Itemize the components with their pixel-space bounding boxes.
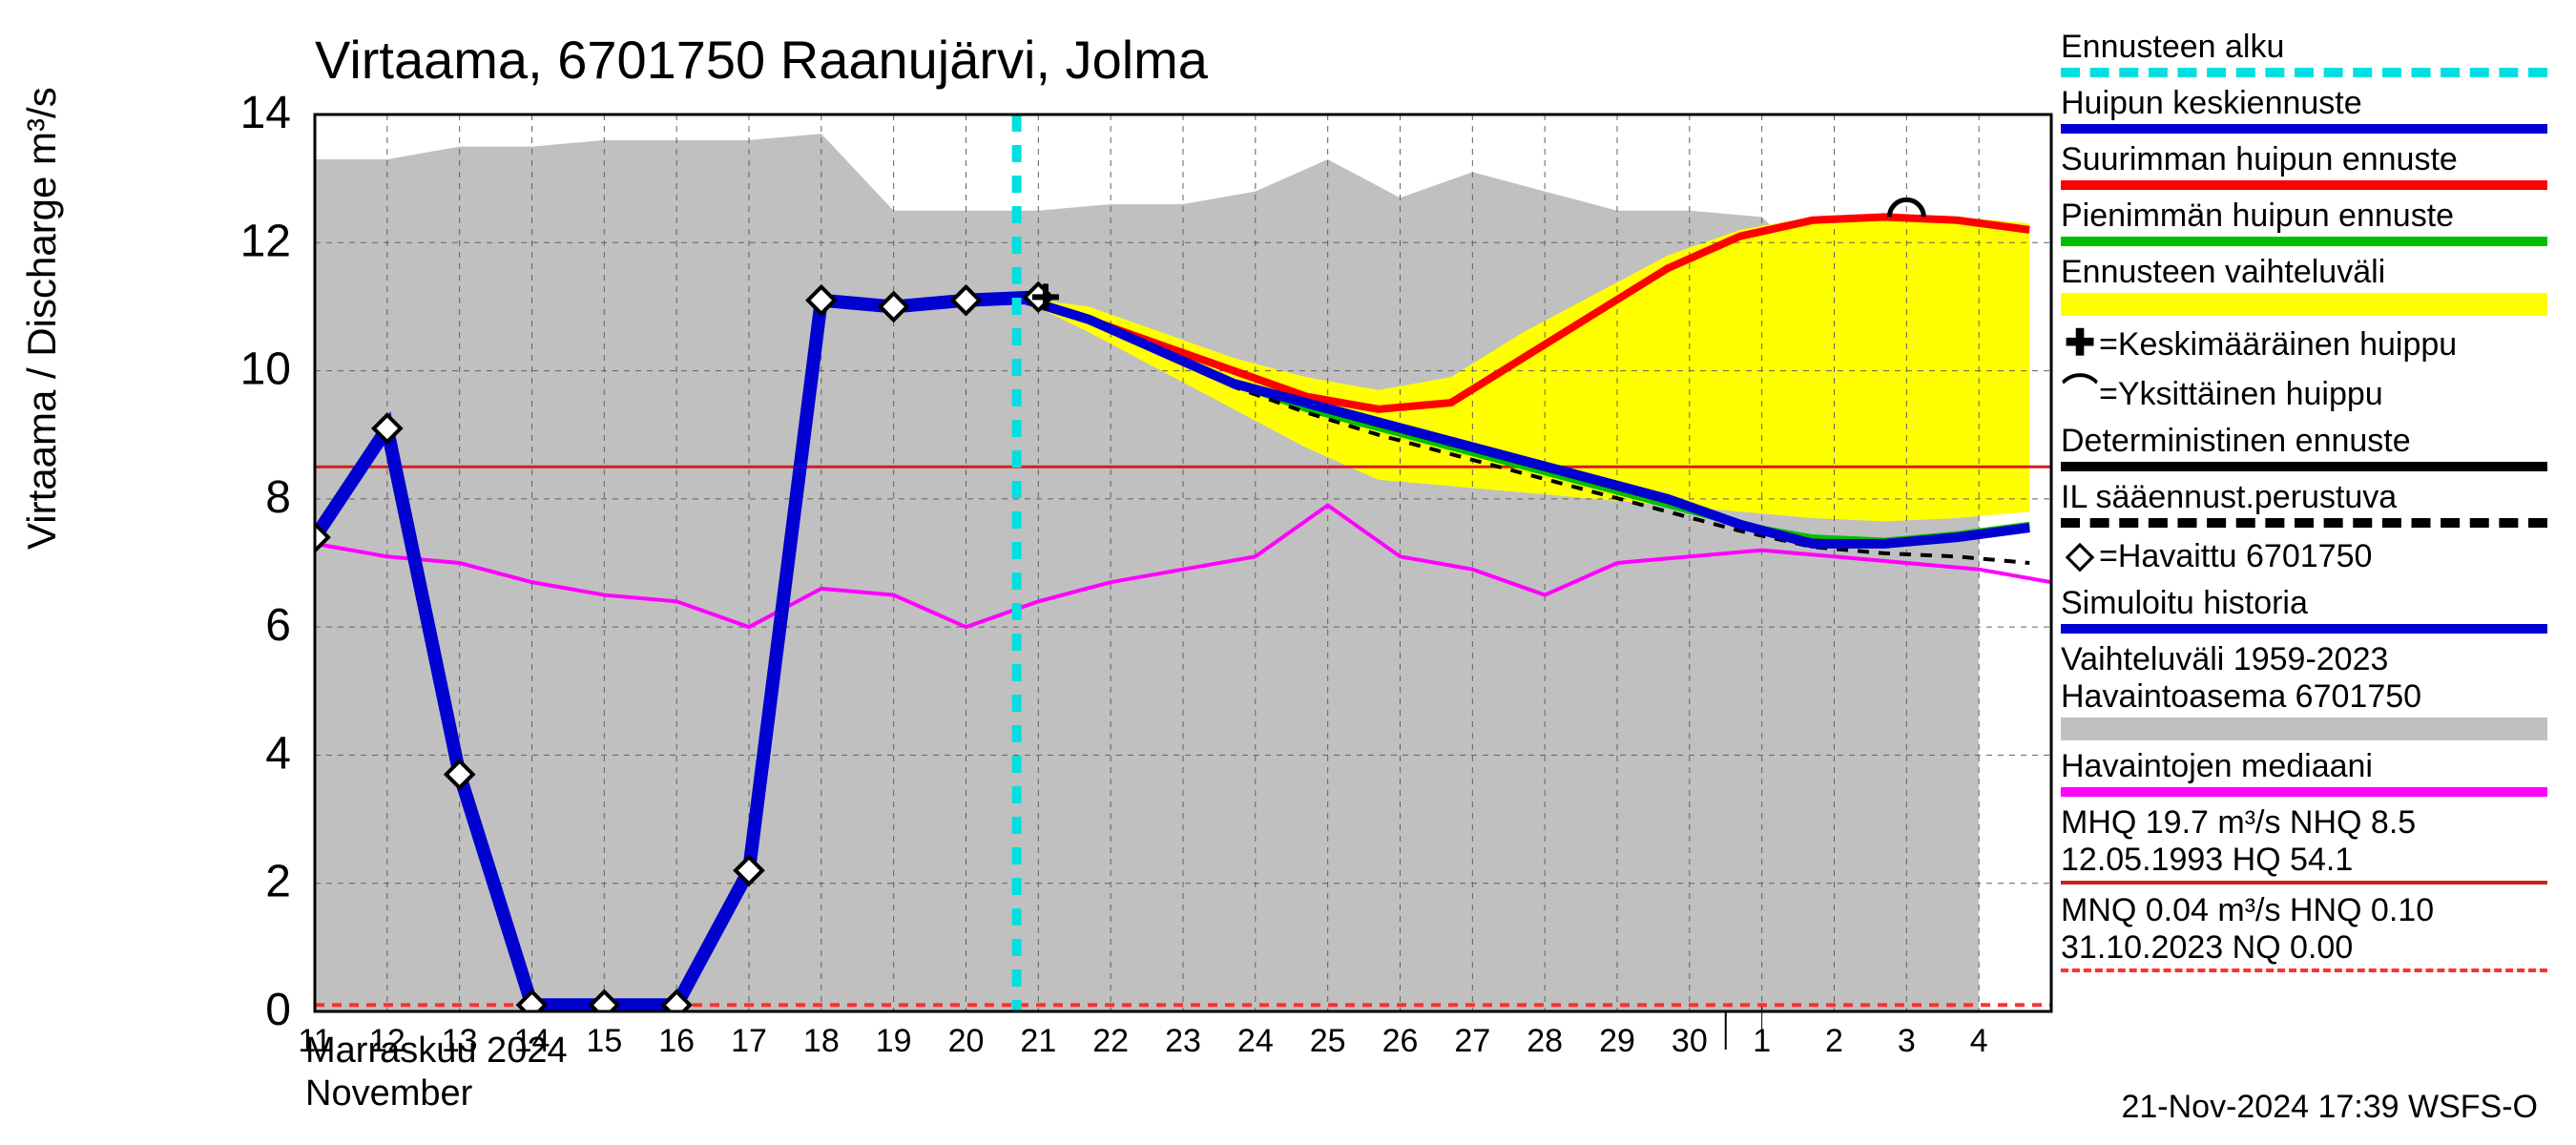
y-tick-label: 12 [240,216,291,266]
month-fi: Marraskuu 2024 [305,1030,568,1073]
legend-swatch [2061,518,2547,528]
legend-label: Havaintoasema 6701750 [2061,678,2547,716]
legend-item: Simuloitu historia [2061,585,2547,634]
legend-label: MNQ 0.04 m³/s HNQ 0.10 [2061,892,2547,929]
legend-label: Huipun keskiennuste [2061,85,2547,122]
legend-swatch [2061,237,2547,246]
y-axis-label: Virtaama / Discharge m³/s [19,87,65,550]
x-tick-label: 30 [1672,1023,1708,1059]
x-tick-label: 2 [1825,1023,1843,1059]
legend-swatch [2061,293,2547,316]
y-tick-label: 6 [265,600,291,651]
legend-item: Pienimmän huipun ennuste [2061,198,2547,246]
y-tick-label: 8 [265,472,291,523]
x-tick-label: 20 [948,1023,985,1059]
legend-swatch [2061,787,2547,797]
legend-item: Vaihteluväli 1959-2023 Havaintoasema 670… [2061,641,2547,740]
legend-label: =Keskimääräinen huippu [2099,326,2457,363]
legend-swatch [2061,68,2547,77]
chart-title: Virtaama, 6701750 Raanujärvi, Jolma [315,29,1208,91]
legend-label: 31.10.2023 NQ 0.00 [2061,929,2547,967]
legend-symbol: ⌒ [2061,373,2099,415]
legend-symbol: ✚ [2061,323,2099,365]
legend-swatch [2061,462,2547,471]
x-tick-label: 4 [1970,1023,1988,1059]
legend-label: 12.05.1993 HQ 54.1 [2061,842,2547,879]
legend-swatch [2061,881,2547,885]
legend-swatch [2061,718,2547,740]
x-tick-label: 19 [876,1023,912,1059]
legend-label: Vaihteluväli 1959-2023 [2061,641,2547,678]
legend-label: Pienimmän huipun ennuste [2061,198,2547,235]
legend-label: Suurimman huipun ennuste [2061,141,2547,178]
y-tick-label: 2 [265,857,291,907]
x-tick-label: 18 [803,1023,840,1059]
legend-label: Simuloitu historia [2061,585,2547,622]
legend-item: Suurimman huipun ennuste [2061,141,2547,190]
legend-label: Ennusteen alku [2061,29,2547,66]
x-tick-label: 22 [1092,1023,1129,1059]
legend-swatch [2061,180,2547,190]
legend-label: Havaintojen mediaani [2061,748,2547,785]
x-tick-label: 24 [1237,1023,1274,1059]
legend-item: MHQ 19.7 m³/s NHQ 8.512.05.1993 HQ 54.1 [2061,804,2547,885]
legend-swatch [2061,124,2547,134]
month-en: November [305,1072,568,1116]
legend-label: =Havaittu 6701750 [2099,538,2372,574]
legend-item: Havaintojen mediaani [2061,748,2547,797]
legend-label: IL sääennust.perustuva [2061,479,2547,516]
x-tick-label: 23 [1165,1023,1201,1059]
legend-swatch [2061,968,2547,972]
legend-label: =Yksittäinen huippu [2099,376,2383,412]
x-tick-label: 29 [1599,1023,1635,1059]
x-tick-label: 26 [1382,1023,1419,1059]
y-tick-label: 4 [265,728,291,779]
x-axis-month-label: Marraskuu 2024 November [305,1030,568,1116]
y-tick-label: 14 [240,88,291,138]
y-tick-label: 0 [265,985,291,1035]
legend-item: IL sääennust.perustuva [2061,479,2547,528]
legend-label: Ennusteen vaihteluväli [2061,254,2547,291]
x-tick-label: 15 [586,1023,622,1059]
x-tick-label: 16 [658,1023,695,1059]
legend-swatch [2061,624,2547,634]
legend-item: Huipun keskiennuste [2061,85,2547,134]
x-tick-label: 17 [731,1023,767,1059]
legend-item: Ennusteen alku [2061,29,2547,77]
y-tick-label: 10 [240,344,291,395]
legend-item: Ennusteen vaihteluväli [2061,254,2547,316]
legend-item: MNQ 0.04 m³/s HNQ 0.1031.10.2023 NQ 0.00 [2061,892,2547,972]
x-tick-label: 1 [1753,1023,1771,1059]
legend: Ennusteen alku Huipun keskiennuste Suurimm… [2061,29,2547,980]
legend-label: Deterministinen ennuste [2061,423,2547,460]
legend-item: ⌒=Yksittäinen huippu [2061,373,2547,415]
legend-item: ◇=Havaittu 6701750 [2061,535,2547,577]
legend-item: Deterministinen ennuste [2061,423,2547,471]
x-tick-label: 21 [1020,1023,1056,1059]
legend-symbol: ◇ [2061,535,2099,577]
x-tick-label: 25 [1310,1023,1346,1059]
chart-container: Virtaama / Discharge m³/s Virtaama, 6701… [0,0,2576,1145]
legend-label: MHQ 19.7 m³/s NHQ 8.5 [2061,804,2547,842]
x-tick-label: 3 [1898,1023,1916,1059]
x-tick-label: 28 [1527,1023,1563,1059]
legend-item: ✚=Keskimääräinen huippu [2061,323,2547,365]
footer-timestamp: 21-Nov-2024 17:39 WSFS-O [2121,1089,2538,1126]
x-tick-label: 27 [1454,1023,1490,1059]
